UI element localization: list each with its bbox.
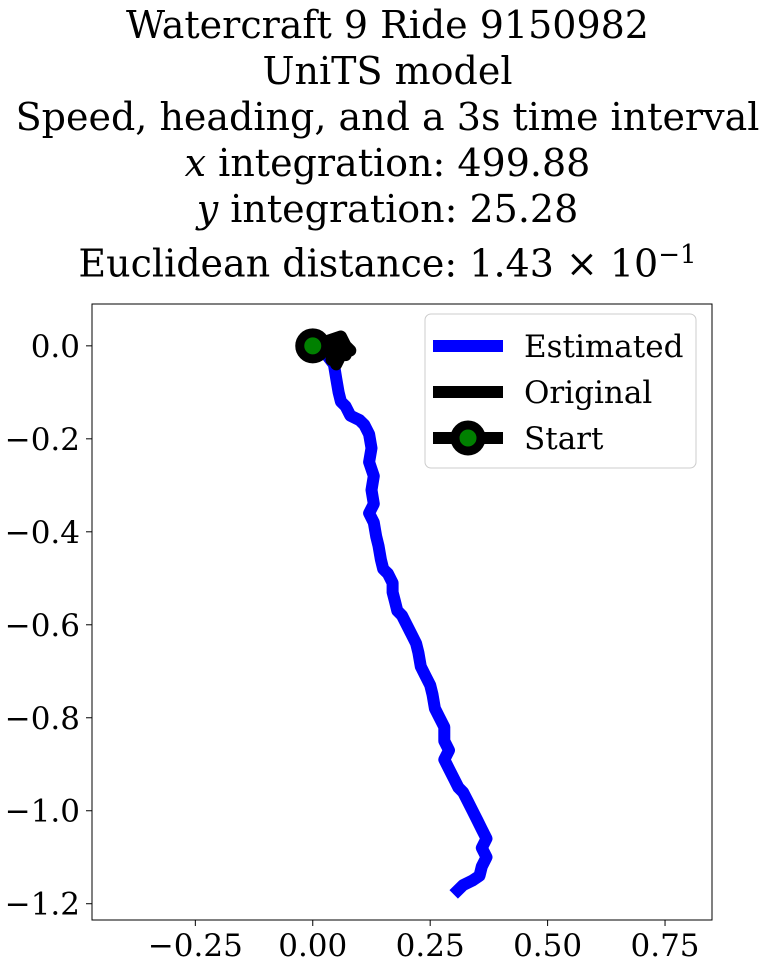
y-tick-label: −1.0: [5, 794, 80, 830]
title-line-2: UniTS model: [262, 49, 513, 93]
x-tick-label: 0.00: [278, 928, 347, 964]
legend-start-marker: [450, 420, 486, 456]
title-line-4: x integration: 499.88: [0, 140, 775, 186]
legend: Estimated Original Start: [424, 313, 697, 469]
series-line-original: [310, 330, 357, 371]
start-marker: [295, 328, 331, 364]
y-tick-label: −0.6: [5, 608, 80, 644]
x-tick-label: 0.75: [631, 928, 700, 964]
y-tick-label: −0.4: [5, 515, 80, 551]
y-tick-label: 0.0: [31, 329, 80, 365]
x-tick-label: 0.25: [396, 928, 465, 964]
y-tick-label: −0.8: [5, 701, 80, 737]
legend-label-original: Original: [524, 375, 652, 411]
plot-data-layer: [295, 328, 493, 899]
y-tick-label: −1.2: [5, 887, 80, 923]
title-line-6-text: Euclidean distance: 1.43 × 10: [78, 241, 659, 286]
series-line-estimated: [309, 340, 493, 899]
x-tick-label: 0.50: [513, 928, 582, 964]
title-line-6: Euclidean distance: 1.43 × 10−1: [0, 232, 775, 287]
title-line-5-value: integration: 25.28: [218, 187, 579, 231]
chart-title: Watercraft 9 Ride 9150982 UniTS model Sp…: [0, 2, 775, 287]
legend-label-estimated: Estimated: [524, 329, 683, 365]
title-line-5-variable: y: [196, 187, 219, 231]
title-line-6-exponent: −1: [658, 240, 697, 270]
title-line-4-value: integration: 499.88: [206, 141, 591, 185]
title-line-4-variable: x: [184, 141, 207, 185]
title-line-3: Speed, heading, and a 3s time interval: [15, 95, 760, 139]
legend-label-start: Start: [524, 421, 604, 457]
x-tick-label: −0.25: [148, 928, 243, 964]
y-tick-label: −0.2: [5, 422, 80, 458]
legend-box: [424, 313, 697, 469]
title-line-1: Watercraft 9 Ride 9150982: [125, 3, 649, 47]
title-line-5: y integration: 25.28: [0, 186, 775, 232]
plot-frame: [91, 303, 713, 921]
